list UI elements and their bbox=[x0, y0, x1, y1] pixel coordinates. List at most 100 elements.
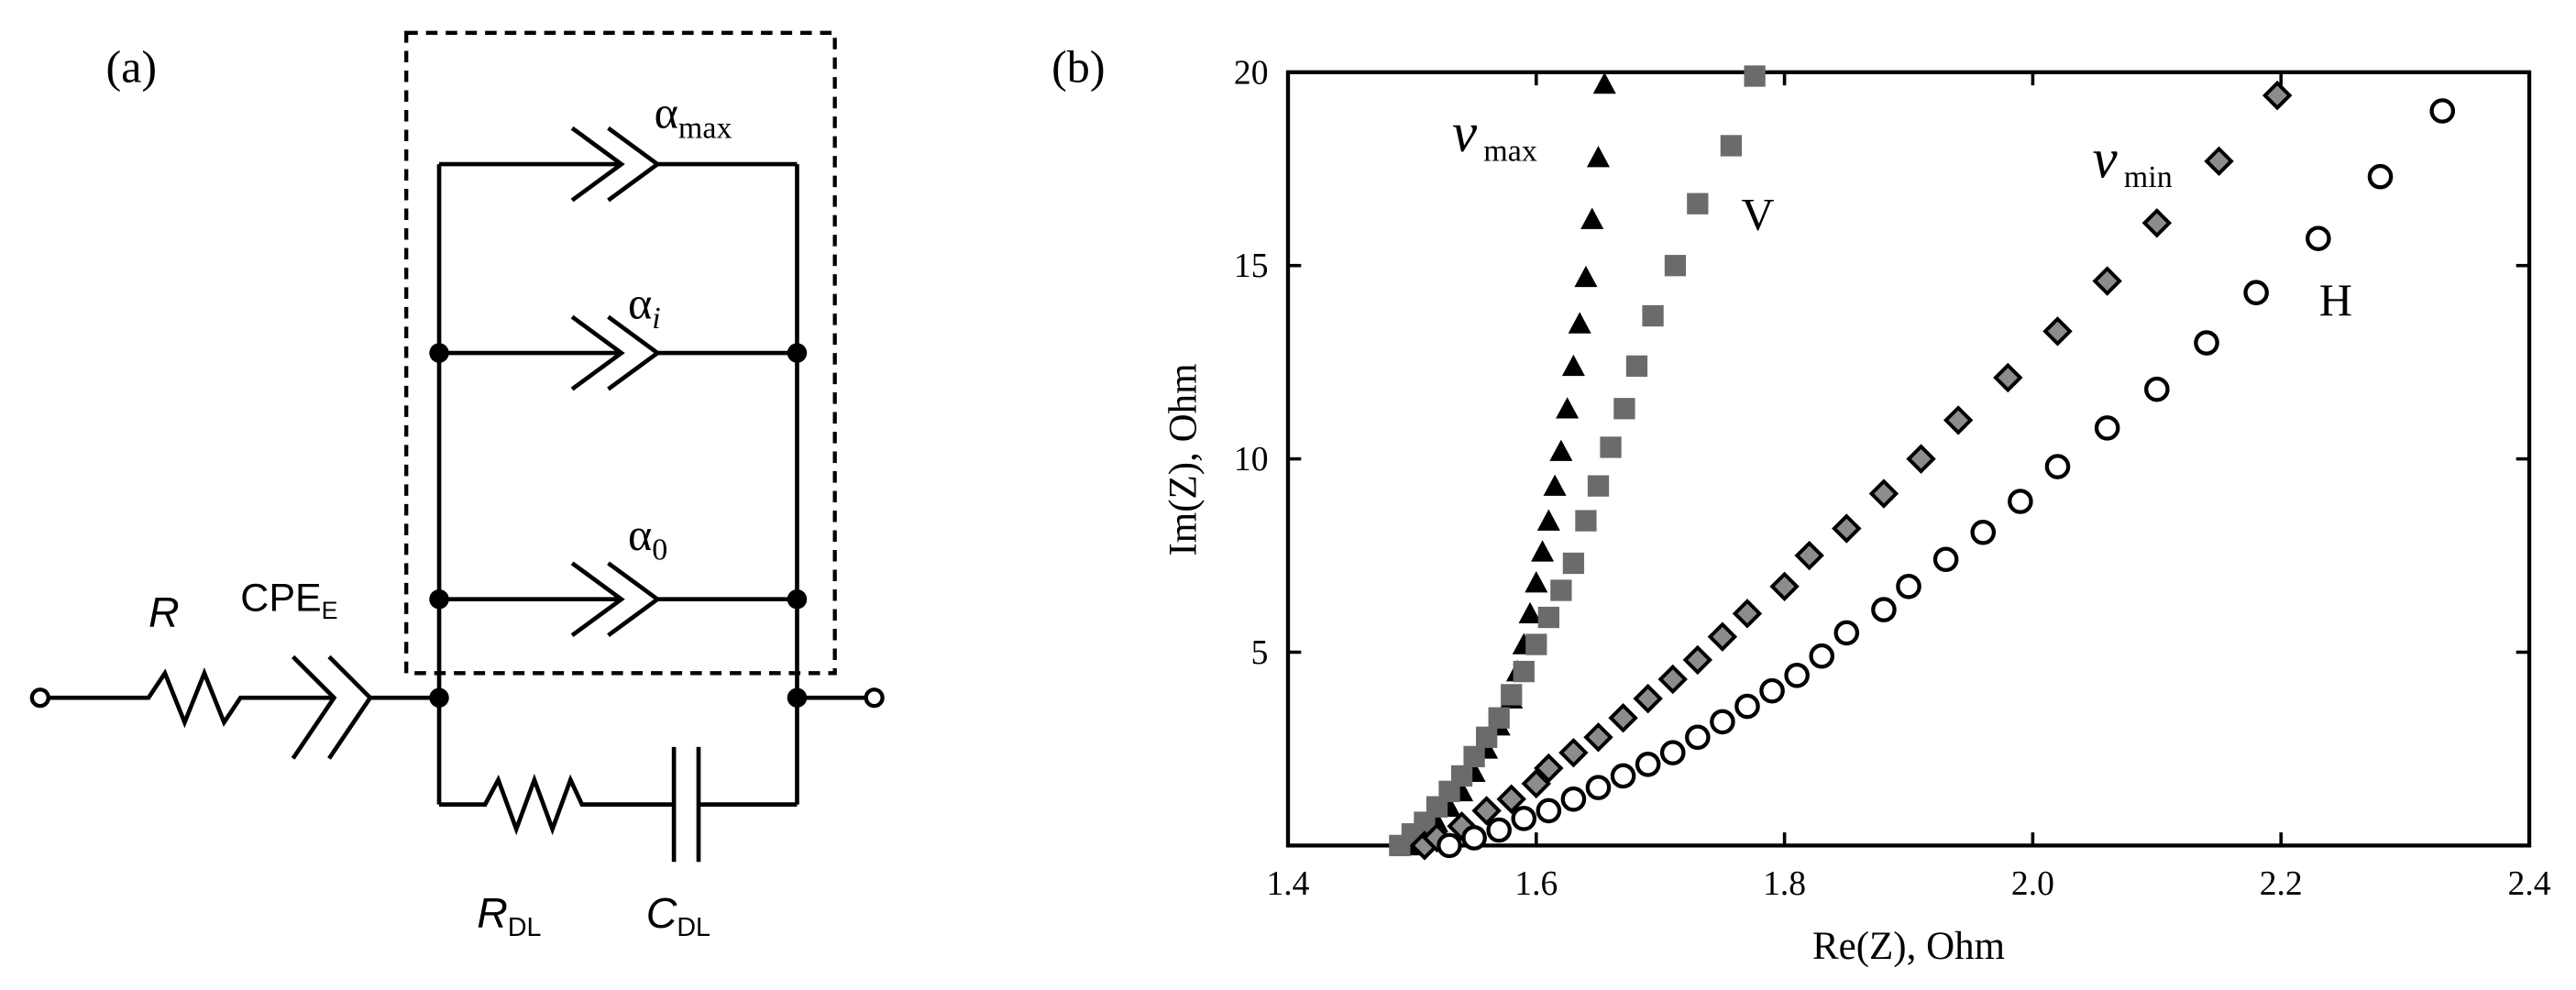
y-tick-label: 20 bbox=[1234, 53, 1269, 92]
label: αmax bbox=[655, 87, 732, 146]
marker bbox=[1868, 478, 1899, 509]
marker bbox=[1659, 740, 1686, 765]
label: RDL bbox=[477, 889, 541, 942]
marker bbox=[1521, 768, 1552, 799]
marker bbox=[1518, 601, 1542, 624]
marker bbox=[1525, 633, 1547, 655]
marker bbox=[1558, 737, 1589, 768]
marker bbox=[1585, 775, 1612, 800]
x-axis-label: Re(Z), Ohm bbox=[1812, 925, 2005, 968]
marker bbox=[1633, 683, 1663, 714]
marker bbox=[1710, 709, 1735, 735]
marker bbox=[1580, 207, 1604, 229]
marker bbox=[1496, 784, 1526, 814]
y-tick-label: 15 bbox=[1234, 247, 1269, 285]
marker bbox=[1583, 722, 1613, 753]
annotation-text: ν bbox=[1452, 103, 1478, 164]
marker bbox=[1549, 439, 1573, 461]
marker bbox=[1488, 707, 1510, 729]
marker bbox=[2008, 489, 2033, 514]
marker bbox=[2429, 98, 2456, 124]
marker bbox=[2092, 266, 2122, 296]
marker bbox=[1906, 444, 1936, 474]
marker bbox=[1471, 796, 1502, 826]
label: αi bbox=[628, 277, 661, 336]
annotation-sub: max bbox=[1483, 135, 1537, 169]
marker bbox=[1932, 546, 1959, 573]
marker bbox=[1734, 693, 1760, 720]
marker bbox=[1537, 606, 1559, 629]
marker bbox=[1556, 397, 1580, 419]
marker bbox=[1476, 726, 1498, 748]
marker bbox=[2243, 280, 2269, 306]
annotation-text: H bbox=[2319, 274, 2352, 325]
marker bbox=[2204, 146, 2234, 177]
marker bbox=[1562, 552, 1585, 575]
marker bbox=[1625, 355, 1648, 378]
marker bbox=[1642, 304, 1664, 327]
marker bbox=[1769, 571, 1800, 602]
marker bbox=[1531, 540, 1555, 562]
marker bbox=[1525, 571, 1548, 593]
marker bbox=[1513, 660, 1535, 683]
marker bbox=[1543, 474, 1567, 496]
marker bbox=[1720, 135, 1743, 157]
marker bbox=[2141, 208, 2173, 238]
marker bbox=[1682, 644, 1713, 676]
marker bbox=[1744, 65, 1766, 87]
circuit: (a) αmax αi α0 R CPEE RDL CDL bbox=[29, 30, 885, 942]
cpe-branch bbox=[439, 126, 798, 203]
marker bbox=[1687, 192, 1709, 214]
x-tick-label: 1.4 bbox=[1266, 864, 1309, 903]
marker bbox=[2194, 330, 2219, 356]
marker bbox=[1635, 752, 1661, 777]
rc-branch bbox=[439, 746, 798, 863]
marker bbox=[1561, 354, 1585, 377]
chart: (b) Re(Z), Ohm Im(Z), Ohm 1.4 1.6 1.8 2.0 2.… bbox=[1051, 41, 2551, 968]
marker bbox=[1463, 745, 1485, 768]
marker bbox=[2042, 316, 2073, 346]
x-tick-label: 2.2 bbox=[2260, 864, 2303, 903]
marker bbox=[1600, 436, 1622, 458]
marker bbox=[1501, 684, 1523, 706]
annotation: ν min bbox=[2093, 128, 2173, 194]
panel-label: (a) bbox=[105, 41, 157, 93]
annotation: H bbox=[2319, 274, 2352, 325]
marker bbox=[2094, 415, 2120, 441]
marker bbox=[1592, 72, 1616, 94]
dashed-box bbox=[404, 30, 837, 676]
marker bbox=[1608, 702, 1638, 733]
series-line bbox=[50, 654, 440, 760]
marker bbox=[1613, 398, 1635, 420]
marker bbox=[1450, 764, 1473, 787]
marker bbox=[1574, 265, 1598, 288]
y-tick-label: 10 bbox=[1234, 440, 1269, 478]
annotation-text: V bbox=[1741, 189, 1774, 240]
marker bbox=[1437, 832, 1462, 859]
marker bbox=[1732, 599, 1763, 629]
marker bbox=[1560, 786, 1587, 812]
label: CDL bbox=[646, 889, 710, 942]
nodes bbox=[429, 343, 808, 708]
terminal bbox=[29, 688, 50, 709]
annotation-sub: min bbox=[2124, 160, 2173, 194]
marker bbox=[1536, 509, 1560, 531]
marker bbox=[2306, 226, 2331, 251]
marker bbox=[1536, 798, 1562, 824]
marker bbox=[1794, 540, 1824, 571]
marker bbox=[1657, 664, 1688, 695]
marker bbox=[2367, 163, 2394, 190]
marker bbox=[1575, 510, 1597, 532]
marker bbox=[1664, 255, 1687, 277]
terminal bbox=[864, 688, 885, 709]
marker bbox=[1461, 825, 1487, 851]
marker bbox=[1610, 763, 1636, 789]
marker bbox=[1784, 663, 1810, 688]
x-tick-label: 2.0 bbox=[2011, 864, 2054, 903]
marker bbox=[1534, 753, 1564, 784]
annotation-text: ν bbox=[2093, 128, 2119, 190]
label: R bbox=[149, 588, 180, 636]
marker bbox=[1970, 519, 1997, 545]
y-tick-label: 5 bbox=[1251, 633, 1269, 672]
